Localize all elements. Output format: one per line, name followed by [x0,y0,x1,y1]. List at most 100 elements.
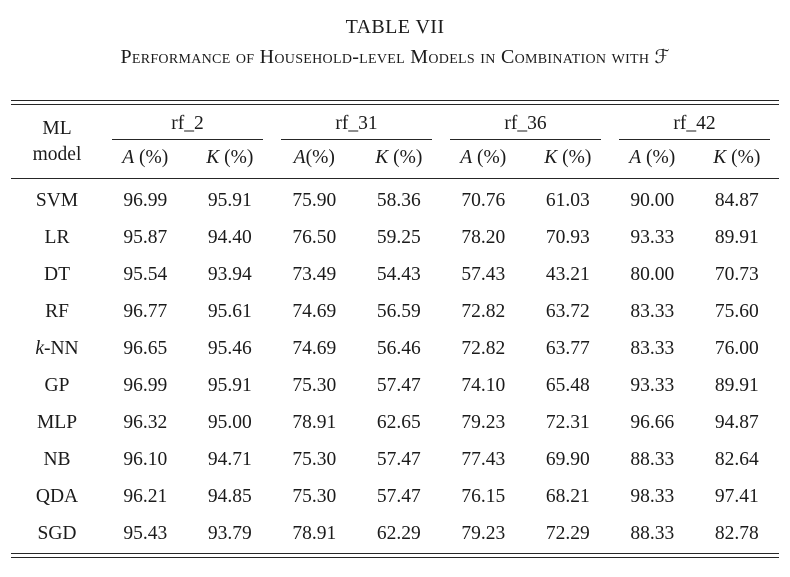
value-cell: 61.03 [545,189,590,211]
metric-letter: K [713,146,727,168]
metric-letter: A [460,146,473,168]
model-cell: GP [44,374,70,396]
model-cell: LR [44,226,70,248]
value-cell: 95.54 [123,263,168,285]
value-cell: 63.77 [545,337,590,359]
value-cell: 78.91 [292,411,337,433]
table-row: RF 96.77 95.61 74.69 56.59 72.82 63.72 83.33 75.… [11,293,779,330]
value-cell: 56.59 [376,300,421,322]
metric-unit: (%) [305,146,335,168]
value-cell: 57.47 [376,485,421,507]
value-cell: 58.36 [376,189,421,211]
sub-header-accuracy-rf-31: A(%) [272,140,357,179]
value-cell: 94.85 [207,485,252,507]
value-cell: 93.33 [630,226,675,248]
value-cell: 57.47 [376,374,421,396]
value-cell: 89.91 [714,374,759,396]
value-cell: 57.47 [376,448,421,470]
value-cell: 62.65 [376,411,421,433]
sub-header-kappa-rf-31: K (%) [356,140,441,179]
value-cell: 74.69 [292,337,337,359]
value-cell: 83.33 [630,337,675,359]
value-cell: 95.61 [207,300,252,322]
top-double-rule [11,100,779,105]
value-cell: 89.91 [714,226,759,248]
value-cell: 56.46 [376,337,421,359]
table-row: NB 96.10 94.71 75.30 57.47 77.43 69.90 88.33 82.… [11,441,779,478]
model-cell: k-NN [35,337,79,359]
value-cell: 59.25 [376,226,421,248]
value-cell: 94.87 [714,411,759,433]
table-row: GP 96.99 95.91 75.30 57.47 74.10 65.48 93.33 89.… [11,367,779,404]
value-cell: 96.77 [123,300,168,322]
metric-letter: K [375,146,389,168]
results-table: ML model rf_2 rf_31 rf_36 rf_42 A (%) K [11,106,779,552]
model-cell: NB [43,448,71,470]
value-cell: 75.60 [714,300,759,322]
value-cell: 76.15 [461,485,506,507]
value-cell: 94.40 [207,226,252,248]
model-cell: DT [44,263,70,285]
table-row: DT 95.54 93.94 73.49 54.43 57.43 43.21 80.00 70.… [11,256,779,293]
col-group-label: rf_42 [619,113,770,140]
value-cell: 95.46 [207,337,252,359]
value-cell: 79.23 [461,522,506,544]
model-cell: MLP [36,411,78,433]
value-cell: 70.76 [461,189,506,211]
bottom-double-rule [11,553,779,558]
metric-unit: (%) [472,146,507,168]
value-cell: 82.78 [714,522,759,544]
value-cell: 75.90 [292,189,337,211]
value-cell: 63.72 [545,300,590,322]
sub-header-accuracy-rf-36: A (%) [441,140,526,179]
script-f-symbol: ℱ [654,46,670,68]
value-cell: 73.49 [292,263,337,285]
metric-unit: (%) [219,146,254,168]
model-cell: SVM [35,189,79,211]
col-group-rf-31: rf_31 [272,106,441,140]
value-cell: 62.29 [376,522,421,544]
metric-letter: K [544,146,558,168]
value-cell: 72.29 [545,522,590,544]
table-row: SGD 95.43 93.79 78.91 62.29 79.23 72.29 88.33 82… [11,515,779,552]
value-cell: 82.64 [714,448,759,470]
value-cell: 74.69 [292,300,337,322]
value-cell: 74.10 [461,374,506,396]
sub-header-accuracy-rf-2: A (%) [103,140,188,179]
metric-unit: (%) [641,146,676,168]
table-row: QDA 96.21 94.85 75.30 57.47 76.15 68.21 98.33 97… [11,478,779,515]
value-cell: 97.41 [714,485,759,507]
value-cell: 96.21 [123,485,168,507]
metric-letter: K [206,146,220,168]
value-cell: 88.33 [630,448,675,470]
value-cell: 72.82 [461,337,506,359]
col-group-rf-42: rf_42 [610,106,779,140]
value-cell: 77.43 [461,448,506,470]
value-cell: 96.32 [123,411,168,433]
value-cell: 65.48 [545,374,590,396]
table-row: LR 95.87 94.40 76.50 59.25 78.20 70.93 93.33 89.… [11,219,779,256]
value-cell: 68.21 [545,485,590,507]
value-cell: 96.66 [630,411,675,433]
metric-unit: (%) [388,146,423,168]
table-row: SVM 96.99 95.91 75.90 58.36 70.76 61.03 90.00 84… [11,179,779,220]
metric-letter: A [122,146,135,168]
col-group-label: rf_31 [281,113,432,140]
value-cell: 84.87 [714,189,759,211]
value-cell: 93.94 [207,263,252,285]
metric-unit: (%) [134,146,169,168]
value-cell: 78.20 [461,226,506,248]
ml-model-header-line2: model [32,144,82,165]
value-cell: 69.90 [545,448,590,470]
metric-unit: (%) [726,146,761,168]
value-cell: 57.43 [461,263,506,285]
value-cell: 96.65 [123,337,168,359]
value-cell: 75.30 [292,485,337,507]
table-title: TABLE VII [345,16,445,38]
value-cell: 83.33 [630,300,675,322]
table-subtitle: Performance of Household-level Models in… [0,46,790,69]
value-cell: 90.00 [630,189,675,211]
model-cell: QDA [35,485,79,507]
paper-table: ML model rf_2 rf_31 rf_36 rf_42 A (%) K [11,100,779,558]
value-cell: 80.00 [630,263,675,285]
